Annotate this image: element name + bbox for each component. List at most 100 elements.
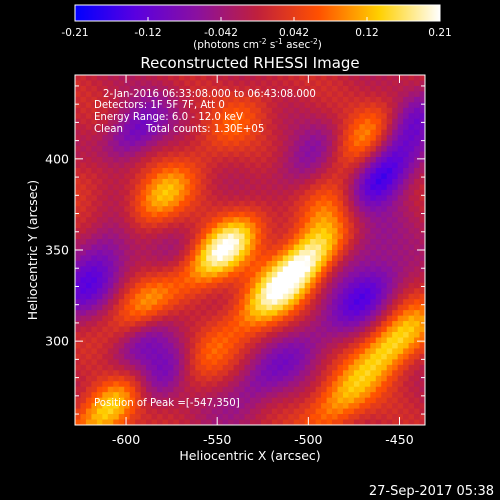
heatmap-cell: [195, 408, 202, 415]
heatmap-cell: [364, 80, 371, 87]
heatmap-cell: [195, 266, 202, 273]
heatmap-cell: [118, 392, 125, 399]
heatmap-cell: [419, 386, 426, 393]
heatmap-cell: [146, 419, 152, 426]
heatmap-cell: [96, 102, 103, 109]
heatmap-cell: [102, 146, 109, 152]
heatmap-cell: [342, 113, 349, 120]
heatmap-cell: [157, 386, 163, 393]
heatmap-cell: [162, 167, 169, 174]
heatmap-cell: [332, 326, 338, 333]
heatmap-cell: [299, 277, 306, 284]
annotation-energy: Energy Range: 6.0 - 12.0 keV: [94, 112, 243, 123]
heatmap-cell: [266, 260, 273, 267]
heatmap-cell: [222, 85, 229, 92]
heatmap-cell: [167, 200, 174, 207]
heatmap-cell: [118, 102, 125, 109]
heatmap-cell: [266, 419, 273, 426]
heatmap-cell: [75, 157, 81, 163]
heatmap-cell: [85, 403, 92, 409]
heatmap-cell: [102, 359, 109, 366]
heatmap-cell: [342, 370, 349, 377]
heatmap-cell: [342, 299, 349, 306]
heatmap-cell: [140, 75, 147, 81]
heatmap-cell: [348, 392, 355, 399]
heatmap-cell: [189, 167, 196, 174]
heatmap-cell: [146, 315, 152, 322]
heatmap-cell: [392, 277, 399, 284]
heatmap-cell: [419, 85, 426, 92]
heatmap-cell: [233, 315, 240, 322]
heatmap-cell: [228, 157, 234, 163]
heatmap-cell: [195, 233, 202, 240]
heatmap-cell: [250, 260, 256, 267]
heatmap-cell: [266, 206, 273, 213]
heatmap-cell: [370, 222, 377, 229]
heatmap-cell: [239, 364, 245, 371]
heatmap-cell: [271, 342, 278, 349]
heatmap-cell: [146, 80, 152, 87]
heatmap-cell: [118, 151, 125, 158]
heatmap-cell: [321, 195, 327, 202]
heatmap-cell: [96, 157, 103, 163]
heatmap-cell: [315, 342, 322, 349]
heatmap-cell: [140, 107, 147, 114]
heatmap-cell: [96, 277, 103, 284]
heatmap-cell: [255, 184, 262, 191]
heatmap-cell: [200, 321, 207, 327]
heatmap-cell: [293, 200, 300, 207]
heatmap-cell: [364, 228, 371, 234]
heatmap-cell: [414, 397, 420, 404]
heatmap-cell: [282, 321, 289, 327]
heatmap-cell: [118, 277, 125, 284]
heatmap-cell: [326, 91, 333, 98]
heatmap-cell: [304, 113, 311, 120]
heatmap-cell: [266, 299, 273, 306]
heatmap-cell: [162, 173, 169, 180]
heatmap-cell: [332, 364, 338, 371]
heatmap-cell: [162, 129, 169, 136]
heatmap-cell: [386, 173, 393, 180]
heatmap-cell: [353, 140, 360, 147]
heatmap-cell: [162, 403, 169, 409]
heatmap-cell: [353, 102, 360, 109]
heatmap-cell: [167, 140, 174, 147]
heatmap-cell: [348, 266, 355, 273]
heatmap-cell: [228, 342, 234, 349]
heatmap-cell: [124, 113, 131, 120]
heatmap-cell: [348, 282, 355, 289]
heatmap-cell: [277, 228, 284, 234]
heatmap-cell: [359, 375, 366, 382]
heatmap-cell: [392, 222, 399, 229]
heatmap-cell: [211, 397, 218, 404]
heatmap-cell: [118, 239, 125, 245]
heatmap-cell: [189, 162, 196, 169]
heatmap-cell: [239, 342, 245, 349]
heatmap-cell: [414, 293, 420, 300]
heatmap-cell: [244, 271, 251, 278]
heatmap-cell: [408, 271, 415, 278]
heatmap-cell: [375, 321, 382, 327]
heatmap-cell: [337, 321, 344, 327]
heatmap-cell: [135, 375, 142, 382]
heatmap-cell: [315, 348, 322, 355]
heatmap-cell: [189, 342, 196, 349]
heatmap-cell: [140, 233, 147, 240]
heatmap-cell: [260, 408, 267, 415]
heatmap-cell: [189, 217, 196, 224]
heatmap-cell: [414, 146, 420, 152]
heatmap-cell: [233, 102, 240, 109]
heatmap-cell: [337, 310, 344, 317]
heatmap-cell: [178, 364, 185, 371]
heatmap-cell: [381, 118, 388, 125]
heatmap-cell: [332, 206, 338, 213]
heatmap-cell: [348, 293, 355, 300]
heatmap-cell: [80, 326, 87, 333]
heatmap-cell: [146, 342, 152, 349]
heatmap-cell: [397, 419, 404, 426]
heatmap-cell: [326, 370, 333, 377]
heatmap-cell: [386, 200, 393, 207]
heatmap-cell: [386, 310, 393, 317]
heatmap-cell: [266, 348, 273, 355]
heatmap-cell: [359, 157, 366, 163]
